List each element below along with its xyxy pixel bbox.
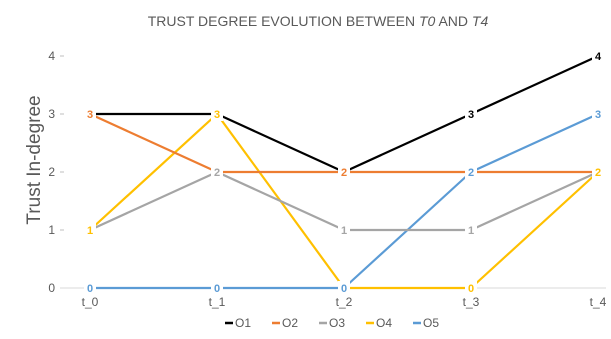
x-tick-label: t_3 — [463, 295, 480, 309]
data-label-bg — [592, 165, 604, 179]
chart-title: TRUST DEGREE EVOLUTION BETWEEN T0 AND T4 — [148, 13, 489, 29]
data-label-text: 3 — [214, 109, 220, 121]
y-axis-label: Trust In-degree — [24, 95, 45, 224]
x-tick-label: t_1 — [209, 295, 226, 309]
y-tick-label: 0 — [48, 281, 55, 295]
legend-item-o5: O5 — [413, 316, 439, 330]
data-label-o4: 1 — [84, 223, 96, 237]
series-line-o2 — [88, 112, 600, 174]
chart-title-part: T4 — [472, 13, 489, 29]
series-line-o3 — [88, 170, 600, 232]
data-label-bg — [465, 223, 477, 237]
data-label-bg — [211, 281, 223, 295]
data-label-bg — [592, 107, 604, 121]
data-label-o5: 2 — [465, 165, 477, 179]
y-tick-label: 1 — [48, 223, 55, 237]
legend-label: O4 — [376, 316, 392, 330]
data-label-o1: 4 — [592, 49, 604, 63]
data-label-bg — [338, 165, 350, 179]
legend-item-o4: O4 — [366, 316, 392, 330]
data-label-bg — [211, 165, 223, 179]
legend: O1 O2 O3 O4 O5 — [225, 316, 439, 330]
data-label-o3: 1 — [465, 223, 477, 237]
data-label-bg — [338, 223, 350, 237]
data-label-o5: 0 — [338, 281, 350, 295]
data-label-text: 0 — [87, 283, 93, 295]
data-label-o5: 0 — [84, 281, 96, 295]
data-label-bg — [211, 107, 223, 121]
data-label-text: 4 — [595, 51, 602, 63]
data-label-o1: 3 — [465, 107, 477, 121]
data-label-bg — [465, 165, 477, 179]
data-label-text: 0 — [468, 283, 474, 295]
data-label-bg — [465, 107, 477, 121]
chart-title-part: TRUST DEGREE EVOLUTION BETWEEN — [148, 13, 419, 29]
data-label-o2: 2 — [338, 165, 350, 179]
data-label-text: 0 — [341, 283, 347, 295]
data-label-bg — [84, 107, 96, 121]
data-label-bg — [592, 49, 604, 63]
x-tick-label: t_4 — [590, 295, 607, 309]
data-label-o5: 0 — [211, 281, 223, 295]
y-tick-label: 3 — [48, 107, 55, 121]
data-label-text: 2 — [214, 167, 220, 179]
data-label-text: 1 — [341, 225, 347, 237]
legend-item-o3: O3 — [319, 316, 345, 330]
data-label-o4: 3 — [211, 107, 223, 121]
legend-item-o1: O1 — [225, 316, 251, 330]
series-line-o4 — [88, 112, 600, 290]
chart-title-part: T0 — [419, 13, 436, 29]
data-label-bg — [465, 281, 477, 295]
x-tick-label: t_2 — [336, 295, 353, 309]
data-label-text: 2 — [595, 167, 601, 179]
data-label-o5: 3 — [592, 107, 604, 121]
legend-item-o2: O2 — [272, 316, 298, 330]
series-line-o5 — [88, 112, 600, 290]
legend-label: O5 — [423, 316, 439, 330]
series-line-o1 — [88, 54, 600, 174]
y-tick-label: 2 — [48, 165, 55, 179]
chart-title-part: AND — [435, 13, 472, 29]
legend-label: O2 — [282, 316, 298, 330]
data-label-text: 2 — [468, 167, 474, 179]
data-label-bg — [84, 223, 96, 237]
x-tick-label: t_0 — [82, 295, 99, 309]
legend-label: O1 — [235, 316, 251, 330]
data-label-text: 1 — [468, 225, 474, 237]
y-tick-label: 4 — [48, 49, 55, 63]
legend-label: O3 — [329, 316, 345, 330]
data-label-text: 3 — [87, 109, 93, 121]
data-label-text: 3 — [468, 109, 474, 121]
data-label-text: 0 — [214, 283, 220, 295]
data-label-bg — [84, 281, 96, 295]
data-label-text: 2 — [341, 167, 347, 179]
data-label-bg — [338, 281, 350, 295]
data-label-o3: 2 — [211, 165, 223, 179]
data-label-text: 3 — [595, 109, 601, 121]
data-label-o4: 0 — [465, 281, 477, 295]
data-label-text: 1 — [87, 225, 93, 237]
data-label-o3: 1 — [338, 223, 350, 237]
data-label-o4: 2 — [592, 165, 604, 179]
data-label-o2: 3 — [84, 107, 96, 121]
